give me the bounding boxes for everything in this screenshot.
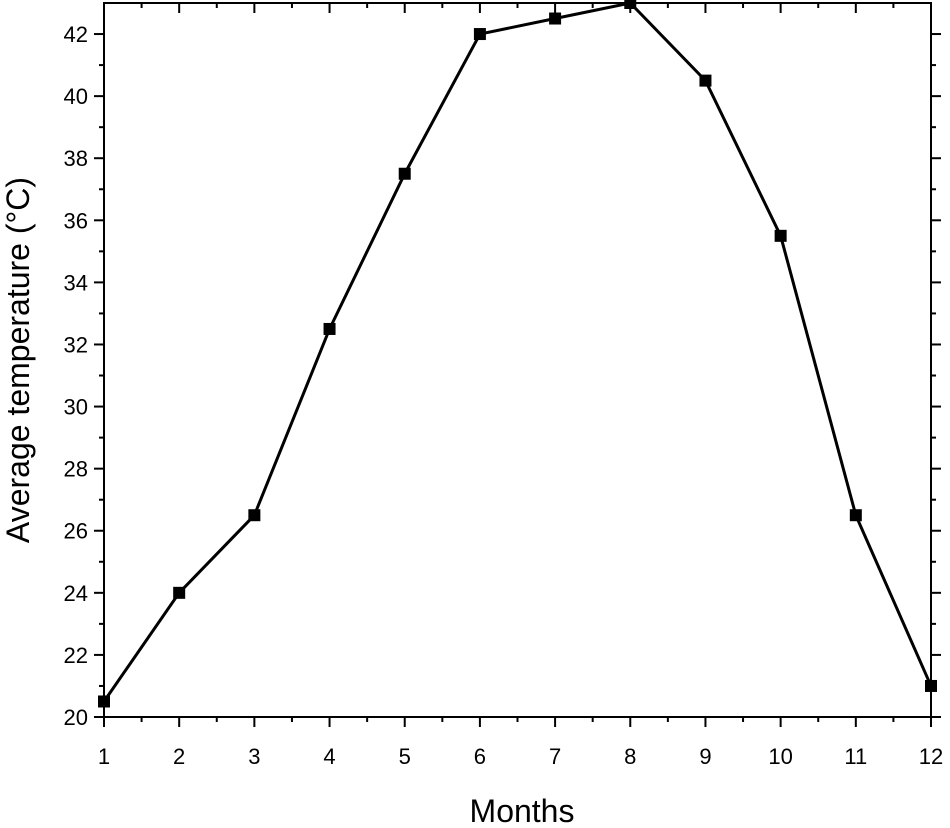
data-point-marker xyxy=(549,12,562,25)
x-tick-label: 12 xyxy=(919,744,943,769)
x-axis-ticks xyxy=(103,3,932,727)
data-point-marker xyxy=(398,167,411,180)
y-tick-label: 30 xyxy=(64,395,88,420)
data-point-marker xyxy=(925,679,937,692)
data-point-marker xyxy=(248,509,261,522)
y-tick-label: 38 xyxy=(64,146,88,171)
y-axis-ticks xyxy=(94,33,941,718)
x-tick-label: 11 xyxy=(844,744,867,769)
data-point-marker xyxy=(699,74,712,87)
y-tick-label: 32 xyxy=(64,332,88,357)
data-point-marker xyxy=(473,28,486,41)
data-point-marker xyxy=(173,586,186,599)
y-tick-label: 42 xyxy=(64,22,88,47)
x-tick-label: 8 xyxy=(624,744,636,769)
x-tick-label: 9 xyxy=(699,744,711,769)
data-point-marker xyxy=(323,322,336,335)
y-tick-label: 24 xyxy=(64,581,88,606)
data-point-marker xyxy=(98,695,110,708)
data-point-marker xyxy=(849,509,862,522)
y-tick-label: 36 xyxy=(64,208,88,233)
y-tick-label: 20 xyxy=(64,705,88,730)
y-tick-label: 40 xyxy=(64,84,88,109)
series-line xyxy=(102,1,933,703)
data-point-marker xyxy=(624,0,637,9)
y-tick-label: 28 xyxy=(64,457,88,482)
x-tick-label: 4 xyxy=(323,744,335,769)
data-markers xyxy=(98,0,937,708)
x-axis-title: Months xyxy=(470,793,575,828)
y-tick-label: 34 xyxy=(64,270,88,295)
x-tick-label: 3 xyxy=(248,744,260,769)
x-tick-label: 6 xyxy=(474,744,486,769)
y-axis-tick-labels: 20 22 24 26 28 30 32 34 36 38 40 42 xyxy=(64,22,88,730)
y-tick-label: 26 xyxy=(64,519,88,544)
plot-frame xyxy=(103,2,932,718)
x-tick-label: 7 xyxy=(549,744,561,769)
x-tick-label: 2 xyxy=(173,744,185,769)
x-tick-label: 10 xyxy=(768,744,792,769)
data-point-marker xyxy=(774,229,787,242)
x-axis-tick-labels: 1 2 3 4 5 6 7 8 9 10 11 12 xyxy=(98,744,943,769)
x-tick-label: 5 xyxy=(399,744,411,769)
y-tick-label: 22 xyxy=(64,643,88,668)
y-axis-title: Average temperature (°C) xyxy=(0,177,36,543)
x-tick-label: 1 xyxy=(98,744,110,769)
